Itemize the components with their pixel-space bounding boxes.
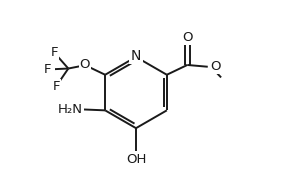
Text: F: F	[44, 63, 52, 76]
Text: O: O	[210, 60, 220, 73]
Text: O: O	[79, 57, 90, 71]
Text: F: F	[51, 46, 59, 59]
Text: O: O	[182, 31, 193, 44]
Text: OH: OH	[126, 153, 146, 166]
Text: H₂N: H₂N	[58, 103, 83, 116]
Text: F: F	[53, 80, 60, 93]
Text: N: N	[131, 49, 141, 63]
